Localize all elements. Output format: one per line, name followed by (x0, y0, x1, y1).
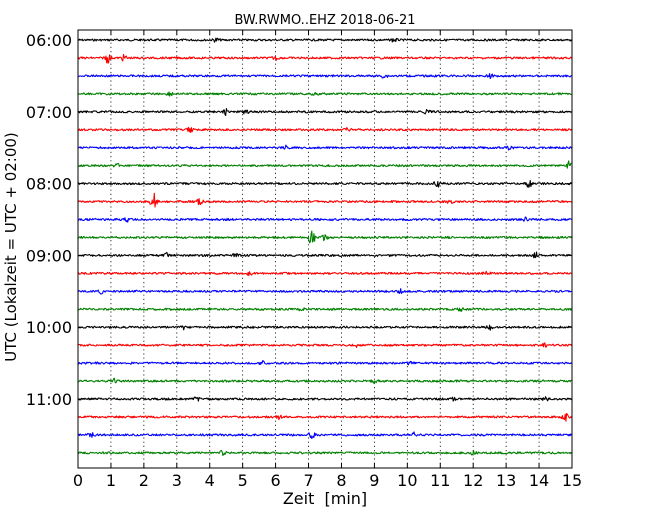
x-tick-label-13: 13 (496, 471, 516, 490)
x-tick-label-2: 2 (139, 471, 149, 490)
x-tick-label-1: 1 (106, 471, 116, 490)
trace-0800 (77, 180, 572, 188)
trace-1115 (77, 413, 572, 422)
trace-0645 (77, 91, 572, 97)
x-tick-label-5: 5 (238, 471, 248, 490)
x-tick-label-12: 12 (463, 471, 483, 490)
trace-0600 (77, 37, 572, 43)
x-tick-label-0: 0 (73, 471, 83, 490)
x-axis-label: Zeit [min] (283, 489, 367, 508)
trace-0845 (77, 230, 572, 244)
trace-1130 (77, 431, 572, 440)
trace-1145 (77, 449, 572, 456)
y-axis-label: UTC (Lokalzeit = UTC + 02:00) (2, 132, 20, 362)
traces (77, 37, 573, 456)
trace-0630 (77, 73, 572, 80)
trace-0915 (77, 270, 572, 277)
trace-0730 (77, 144, 572, 151)
trace-0615 (77, 53, 572, 64)
x-tick-label-14: 14 (529, 471, 549, 490)
chart-title: BW.RWMO..EHZ 2018-06-21 (234, 13, 415, 28)
x-tick-label-7: 7 (303, 471, 313, 490)
x-tick-label-4: 4 (205, 471, 215, 490)
x-tick-label-15: 15 (562, 471, 582, 490)
plot-area-frame (77, 29, 573, 469)
trace-0930 (77, 288, 572, 295)
y-tick-label-4: 10:00 (26, 318, 72, 337)
trace-1015 (77, 342, 572, 348)
x-tick-label-3: 3 (172, 471, 182, 490)
trace-0900 (77, 251, 572, 259)
x-tick-label-11: 11 (430, 471, 450, 490)
trace-0830 (77, 216, 572, 223)
trace-1100 (77, 396, 572, 402)
y-axis: 06:00 07:00 08:00 09:00 10:00 11:00 (26, 31, 572, 409)
y-tick-label-5: 11:00 (26, 390, 72, 409)
x-tick-label-10: 10 (397, 471, 417, 490)
y-tick-label-2: 08:00 (26, 175, 72, 194)
trace-1000 (77, 324, 572, 331)
trace-1045 (77, 377, 572, 385)
trace-0700 (77, 108, 572, 116)
x-tick-label-6: 6 (271, 471, 281, 490)
y-tick-label-1: 07:00 (26, 103, 72, 122)
x-axis: 0 1 2 3 4 5 6 7 8 9 10 11 12 13 14 15 (73, 30, 582, 490)
trace-1030 (77, 359, 572, 366)
trace-0745 (77, 160, 572, 169)
x-tick-label-9: 9 (369, 471, 379, 490)
trace-0715 (77, 126, 572, 133)
x-tick-label-8: 8 (336, 471, 346, 490)
y-tick-label-3: 09:00 (26, 246, 72, 265)
trace-0815 (77, 192, 572, 208)
grid-lines (110, 30, 540, 468)
y-tick-label-0: 06:00 (26, 31, 72, 50)
trace-0945 (77, 307, 573, 312)
